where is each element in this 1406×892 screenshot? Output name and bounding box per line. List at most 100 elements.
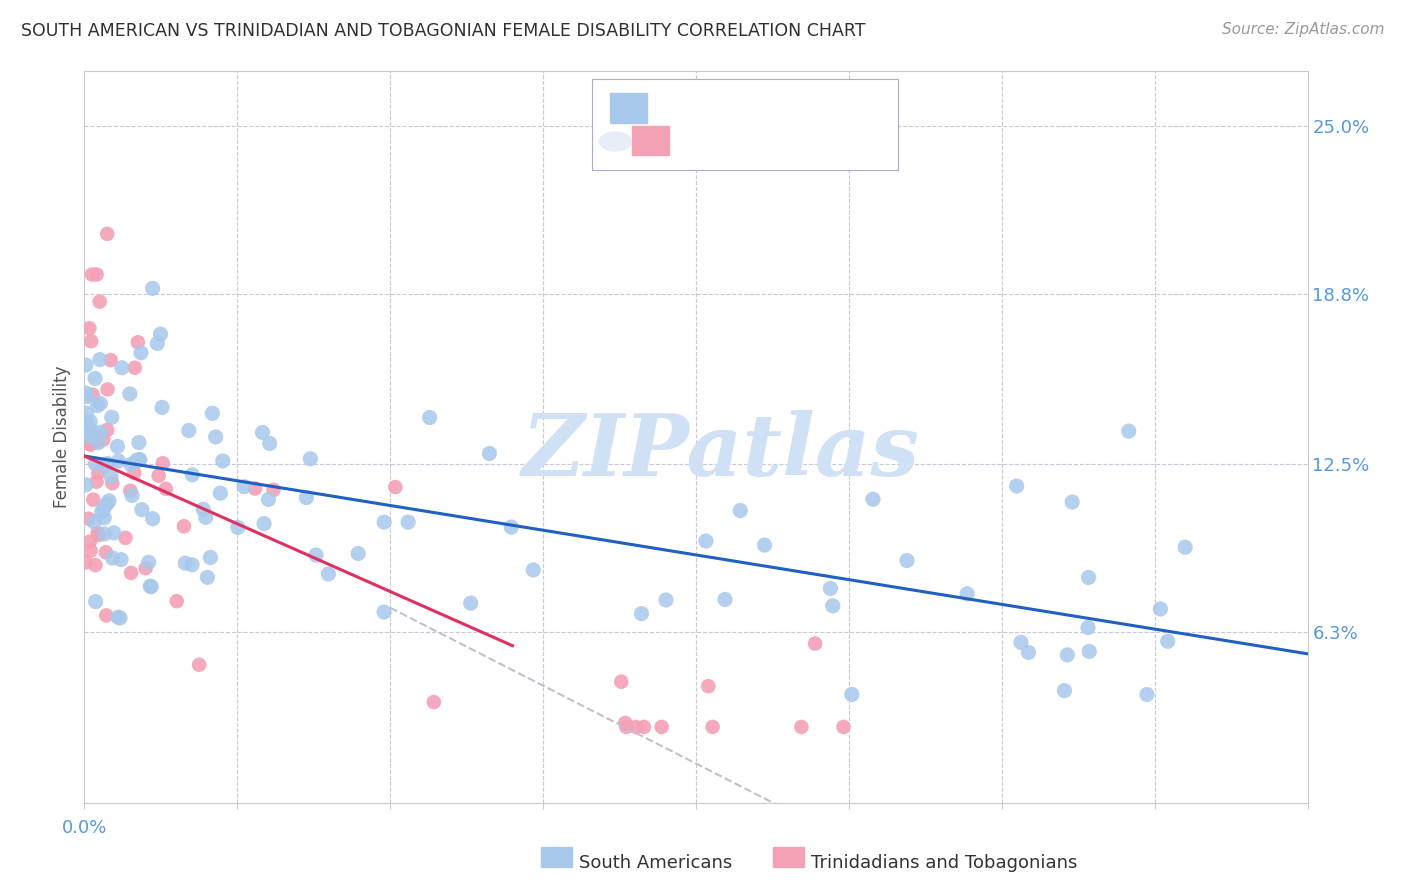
Point — [142, 511, 165, 525]
Point — [86, 475, 108, 489]
Point — [1005, 479, 1028, 493]
Point — [79, 321, 101, 335]
Point — [121, 488, 143, 502]
Point — [655, 593, 678, 607]
Point — [118, 387, 141, 401]
Point — [253, 516, 276, 531]
Point — [76, 417, 98, 432]
Point — [832, 720, 855, 734]
Point — [714, 592, 737, 607]
Point — [80, 428, 103, 442]
Point — [841, 688, 863, 702]
Point — [96, 423, 118, 437]
Point — [423, 695, 446, 709]
Point — [108, 611, 131, 625]
Point — [862, 492, 884, 507]
FancyBboxPatch shape — [610, 93, 647, 122]
Point — [128, 435, 150, 450]
Point — [90, 425, 112, 440]
Point — [174, 556, 197, 570]
Text: R = –0.413   N = 58: R = –0.413 N = 58 — [665, 129, 831, 147]
Point — [695, 533, 717, 548]
Point — [804, 636, 827, 650]
Point — [139, 579, 162, 593]
Point — [243, 482, 266, 496]
Text: Trinidadians and Tobagonians: Trinidadians and Tobagonians — [811, 854, 1077, 871]
Point — [96, 227, 118, 241]
Point — [1010, 635, 1032, 649]
Point — [83, 515, 105, 529]
Point — [754, 538, 776, 552]
Point — [101, 551, 124, 566]
Point — [77, 511, 100, 525]
Point — [630, 607, 652, 621]
Point — [82, 387, 104, 401]
FancyBboxPatch shape — [633, 126, 669, 155]
Point — [93, 527, 115, 541]
Point — [100, 410, 122, 425]
Point — [820, 582, 842, 596]
Point — [194, 510, 217, 524]
Point — [396, 515, 419, 529]
Point — [201, 406, 224, 420]
Point — [120, 483, 142, 498]
Point — [96, 383, 118, 397]
Point — [624, 720, 647, 734]
Point — [259, 436, 281, 450]
Point — [96, 497, 118, 511]
Point — [75, 358, 97, 372]
Point — [141, 580, 163, 594]
Point — [152, 456, 174, 470]
Point — [956, 587, 979, 601]
Point — [125, 453, 148, 467]
Point — [111, 360, 134, 375]
Point — [148, 468, 170, 483]
Point — [1053, 683, 1076, 698]
Point — [204, 430, 226, 444]
Point — [252, 425, 274, 440]
Point — [75, 477, 97, 491]
Point — [84, 371, 107, 385]
Point — [79, 543, 101, 558]
Point — [257, 492, 280, 507]
Point — [209, 486, 232, 500]
Point — [96, 608, 118, 623]
Point — [1149, 602, 1171, 616]
Point — [87, 466, 110, 480]
Point — [135, 561, 157, 575]
Point — [79, 415, 101, 429]
Text: SOUTH AMERICAN VS TRINIDADIAN AND TOBAGONIAN FEMALE DISABILITY CORRELATION CHART: SOUTH AMERICAN VS TRINIDADIAN AND TOBAGO… — [21, 22, 866, 40]
Point — [149, 327, 172, 342]
Point — [651, 720, 673, 734]
Text: 0.0%: 0.0% — [62, 819, 107, 837]
Point — [419, 410, 441, 425]
Point — [166, 594, 188, 608]
FancyBboxPatch shape — [592, 78, 898, 170]
Point — [79, 534, 101, 549]
Point — [1077, 570, 1099, 584]
Point — [1062, 495, 1084, 509]
Point — [82, 492, 104, 507]
Point — [373, 515, 395, 529]
Point — [142, 281, 165, 295]
Point — [86, 434, 108, 448]
Point — [226, 520, 249, 534]
Point — [82, 425, 104, 439]
Point — [384, 480, 406, 494]
Point — [200, 550, 222, 565]
Point — [103, 525, 125, 540]
Point — [80, 437, 103, 451]
Point — [460, 596, 482, 610]
Point — [98, 493, 121, 508]
Point — [75, 425, 97, 440]
Point — [150, 401, 173, 415]
Point — [610, 674, 633, 689]
Point — [114, 531, 136, 545]
Point — [89, 396, 111, 410]
Point — [195, 570, 218, 584]
Point — [131, 502, 153, 516]
Point — [93, 510, 115, 524]
Point — [790, 720, 813, 734]
Point — [93, 501, 115, 516]
Text: Source: ZipAtlas.com: Source: ZipAtlas.com — [1222, 22, 1385, 37]
